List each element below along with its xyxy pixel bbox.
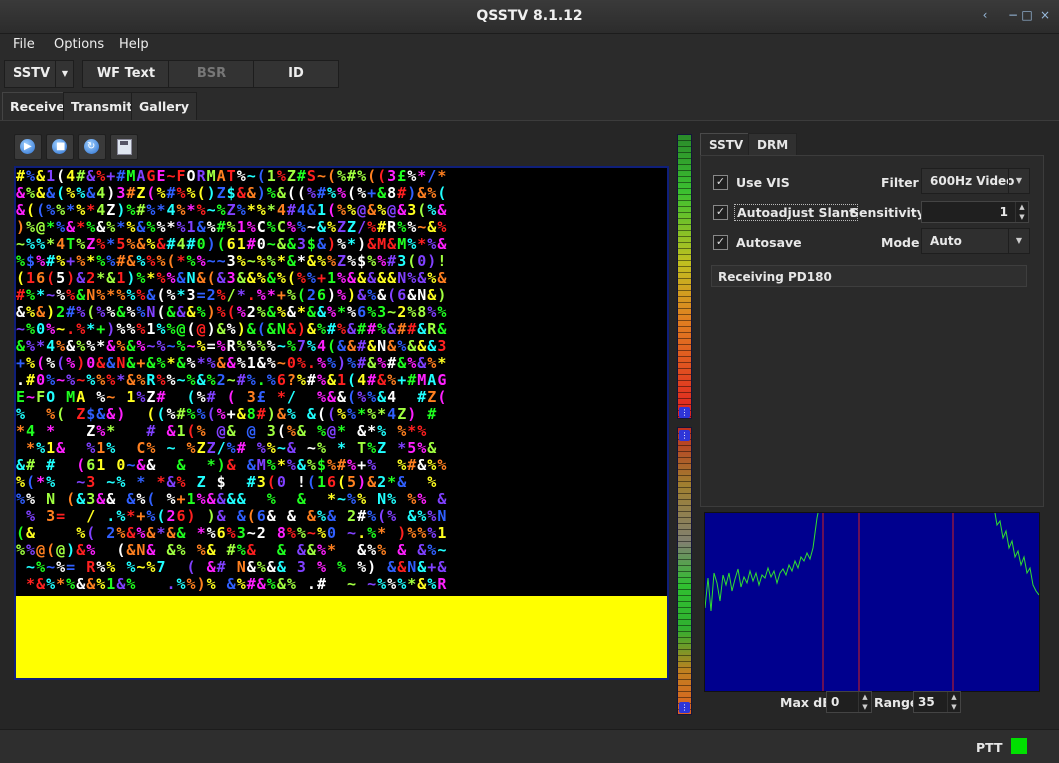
received-image-noise: #%&1(4#&%+#MAGE~FORMAT%~(1%Z#S~(%#%((3£%… xyxy=(16,167,448,593)
chevron-down-icon: ▼ xyxy=(1008,229,1029,253)
mode-select[interactable]: Auto ▼ xyxy=(921,228,1030,254)
spectrum-trace-right xyxy=(994,512,1040,596)
received-image: #%&1(4#&%+#MAGE~FORMAT%~(1%Z#S~(%#%((3£%… xyxy=(14,166,669,680)
tab-drm[interactable]: DRM xyxy=(748,133,798,157)
resync-icon: ↻ xyxy=(84,139,99,154)
max-db-value: 0 xyxy=(831,695,840,709)
spin-arrows-icon[interactable]: ▲ ▼ xyxy=(858,692,871,712)
tab-gallery[interactable]: Gallery xyxy=(131,92,198,120)
filter-label: Filter xyxy=(881,175,919,190)
signal-level-meter: ⋮ xyxy=(677,134,692,419)
sensitivity-value: 1 xyxy=(999,205,1008,219)
chevron-down-icon: ▼ xyxy=(1008,169,1029,193)
menu-options[interactable]: Options xyxy=(54,37,105,52)
window-back-button[interactable]: ‹ xyxy=(982,8,988,22)
spectrum-trace-left xyxy=(704,512,819,612)
sync-level-slider-handle[interactable]: ⋮ xyxy=(679,430,690,441)
spin-arrows-icon[interactable]: ▲ ▼ xyxy=(947,692,960,712)
filter-select[interactable]: 600Hz Video ▼ xyxy=(921,168,1030,194)
chevron-down-icon: ▼ xyxy=(55,61,74,87)
menu-help[interactable]: Help xyxy=(119,37,149,52)
spectrum-display xyxy=(704,512,1040,692)
window-title: QSSTV 8.1.12 xyxy=(476,8,583,24)
use-vis-label: Use VIS xyxy=(736,175,790,190)
tab-transmit[interactable]: Transmit xyxy=(63,92,141,120)
mode-select[interactable]: SSTV ▼ xyxy=(4,60,74,88)
range-label: Range xyxy=(874,695,919,710)
menu-file[interactable]: File xyxy=(13,37,35,52)
range-value: 35 xyxy=(918,695,935,709)
stop-receive-button[interactable]: ■ xyxy=(46,134,74,160)
close-button[interactable]: × xyxy=(1039,8,1051,22)
resync-button[interactable]: ↻ xyxy=(78,134,106,160)
menu-bar: File Options Help xyxy=(0,34,1059,58)
start-receive-button[interactable]: ▶ xyxy=(14,134,42,160)
minimize-button[interactable]: − xyxy=(1007,8,1019,22)
autoadjust-slant-label: Autoadjust Slant xyxy=(734,204,859,221)
autosave-label: Autosave xyxy=(736,235,802,250)
autoadjust-slant-checkbox[interactable]: ✓ xyxy=(713,205,728,220)
save-image-button[interactable] xyxy=(110,134,138,160)
sensitivity-spinbox[interactable]: 1 ▲ ▼ xyxy=(921,201,1029,223)
receive-status: Receiving PD180 xyxy=(711,265,1027,287)
use-vis-checkbox[interactable]: ✓ xyxy=(713,175,728,190)
spectrum-graph xyxy=(704,512,1040,691)
signal-level-slider-handle[interactable]: ⋮ xyxy=(679,407,690,418)
mode-value: Auto xyxy=(930,234,962,248)
wf-text-button[interactable]: WF Text xyxy=(82,60,170,88)
tab-receive[interactable]: Receive xyxy=(2,92,73,120)
id-button[interactable]: ID xyxy=(253,60,339,88)
save-icon xyxy=(117,139,132,155)
bsr-button[interactable]: BSR xyxy=(168,60,255,88)
tab-sstv[interactable]: SSTV xyxy=(700,133,753,157)
mode-select-value: SSTV xyxy=(13,66,51,81)
ptt-label: PTT xyxy=(976,740,1003,755)
filter-value: 600Hz Video xyxy=(930,174,1015,188)
range-spinbox[interactable]: 35 ▲ ▼ xyxy=(913,691,961,713)
sync-level-slider-handle-bottom[interactable]: ⋮ xyxy=(679,702,690,713)
sensitivity-label: Sensitivity xyxy=(850,205,925,220)
max-db-spinbox[interactable]: 0 ▲ ▼ xyxy=(826,691,872,713)
autosave-checkbox[interactable]: ✓ xyxy=(713,235,728,250)
max-db-label: Max dB xyxy=(780,695,832,710)
start-icon: ▶ xyxy=(20,139,35,154)
window-titlebar: QSSTV 8.1.12 ‹ − □ × xyxy=(0,0,1059,34)
maximize-button[interactable]: □ xyxy=(1021,8,1033,22)
ptt-indicator xyxy=(1011,738,1027,754)
toolbar: SSTV ▼ WF Text BSR ID xyxy=(0,58,1059,90)
spin-arrows-icon[interactable]: ▲ ▼ xyxy=(1015,202,1028,222)
mode-label: Mode xyxy=(881,235,920,250)
sync-level-meter: ⋮ ⋮ xyxy=(677,427,692,715)
received-image-unfilled-area xyxy=(16,596,667,678)
stop-icon: ■ xyxy=(52,139,67,154)
status-bar: PTT xyxy=(0,729,1059,763)
